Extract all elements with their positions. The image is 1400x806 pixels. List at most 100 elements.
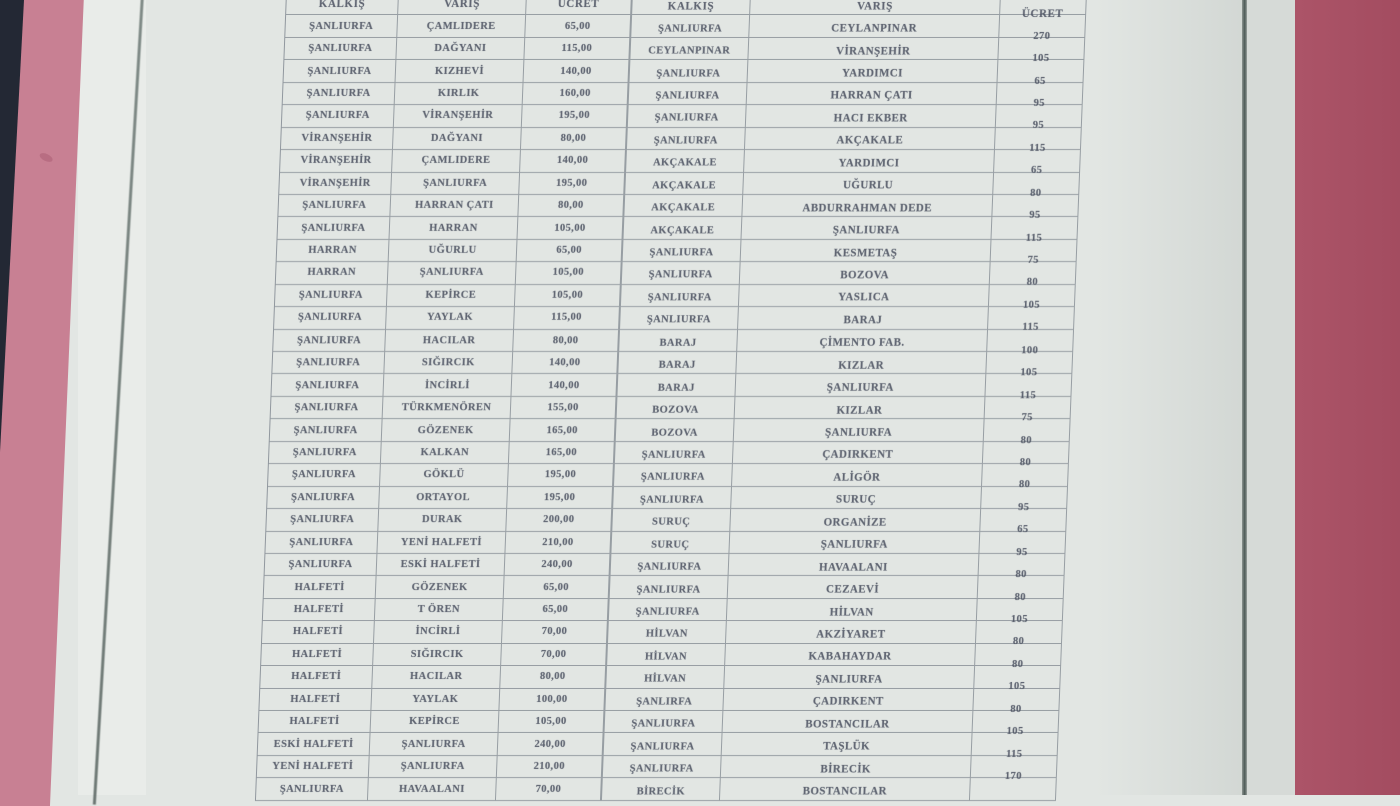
cell-departure: ŞANLIURFA bbox=[283, 60, 397, 83]
cell-departure: HALFETİ bbox=[261, 643, 374, 667]
cell-departure: ŞANLIURFA bbox=[282, 82, 396, 106]
cell-arrival: BOSTANCILAR bbox=[722, 711, 974, 734]
cell-arrival: YASLICA bbox=[738, 284, 990, 308]
cell-fare: 80,00 bbox=[513, 329, 621, 352]
cell-departure: ŞANLIURFA bbox=[628, 82, 748, 106]
cell-fare: 195,00 bbox=[521, 105, 629, 128]
cell-departure: HİLVAN bbox=[606, 666, 726, 689]
cell-departure: HARRAN bbox=[275, 262, 389, 285]
cell-arrival: YAYLAK bbox=[371, 688, 501, 711]
cell-departure: ŞANLIURFA bbox=[264, 553, 378, 577]
cell-departure: ŞANLIURFA bbox=[274, 284, 388, 308]
cell-departure: ŞANLIURFA bbox=[603, 733, 723, 756]
cell-departure: AKÇAKALE bbox=[626, 150, 745, 173]
cell-arrival: BOZOVA bbox=[739, 262, 991, 285]
cell-arrival: YARDIMCI bbox=[744, 150, 995, 173]
cell-fare: 240,00 bbox=[497, 733, 605, 756]
cell-fare: 105,00 bbox=[515, 262, 623, 285]
cell-arrival: BARAJ bbox=[738, 307, 989, 330]
cell-fare: 210,00 bbox=[505, 531, 613, 554]
cell-departure: AKÇAKALE bbox=[624, 194, 744, 218]
cell-arrival: BOSTANCILAR bbox=[719, 778, 971, 801]
cell-departure: ŞANLIURFA bbox=[613, 464, 733, 487]
cell-departure: ŞANLIURFA bbox=[268, 441, 382, 465]
cell-fare: 80,00 bbox=[518, 194, 626, 218]
cell-arrival: YAYLAK bbox=[386, 307, 515, 330]
cell-departure: ŞANLIURFA bbox=[274, 307, 387, 330]
cell-fare: 155,00 bbox=[510, 396, 618, 420]
cell-departure: BARAJ bbox=[619, 329, 739, 352]
fare-table: KALKIŞ VARIŞ ÜCRET KALKIŞ VARIŞ ÜCRET ŞA… bbox=[254, 0, 1087, 801]
cell-departure: ŞANLIURFA bbox=[622, 239, 742, 263]
cell-arrival: ŞANLIURFA bbox=[368, 755, 498, 779]
cell-arrival: DAĞYANI bbox=[392, 127, 522, 151]
cell-arrival: GÖKLÜ bbox=[379, 464, 509, 487]
column-header-arrival-right: VARIŞ bbox=[750, 0, 1001, 16]
cell-arrival: YARDIMCI bbox=[747, 60, 999, 83]
cell-arrival: İNCİRLİ bbox=[383, 374, 513, 397]
cell-fare: 80,00 bbox=[500, 666, 608, 689]
column-header-arrival-left: VARIŞ bbox=[398, 0, 527, 16]
cell-arrival: HACILAR bbox=[385, 329, 515, 352]
cell-departure: VİRANŞEHİR bbox=[280, 150, 393, 173]
cell-departure: ŞANLIURFA bbox=[627, 105, 747, 128]
cell-arrival: KEPİRCE bbox=[386, 284, 516, 308]
cell-arrival: BİRECİK bbox=[720, 755, 972, 779]
cell-departure: VİRANŞEHİR bbox=[279, 172, 393, 195]
cell-fare: 70,00 bbox=[501, 621, 609, 644]
cell-fare: 70,00 bbox=[501, 643, 608, 667]
cell-arrival: YENİ HALFETİ bbox=[377, 531, 507, 554]
cell-arrival: ESKİ HALFETİ bbox=[376, 553, 506, 577]
cell-departure: ŞANLIURFA bbox=[602, 755, 722, 779]
cell-arrival: CEYLANPINAR bbox=[749, 15, 1001, 38]
cell-fare: 115,00 bbox=[524, 37, 632, 61]
cell-departure: SURUÇ bbox=[611, 531, 731, 554]
cell-arrival: KIRLIK bbox=[394, 82, 524, 106]
cell-departure: SURUÇ bbox=[612, 509, 732, 532]
cell-departure: AKÇAKALE bbox=[623, 217, 743, 240]
cell-fare: 105,00 bbox=[498, 711, 606, 734]
cell-departure: ŞANLIURFA bbox=[273, 329, 387, 352]
cell-fare: 165,00 bbox=[509, 419, 617, 442]
cell-departure: HİLVAN bbox=[607, 643, 726, 667]
cell-departure: ŞANLIURFA bbox=[620, 284, 740, 308]
cell-arrival: HAVAALANI bbox=[728, 553, 980, 577]
cell-arrival: UĞURLU bbox=[743, 172, 995, 195]
cell-arrival: AKZİYARET bbox=[725, 621, 977, 644]
red-surface-band-right bbox=[1295, 0, 1400, 795]
cell-departure: HALFETİ bbox=[263, 576, 377, 599]
cell-arrival: VİRANŞEHİR bbox=[393, 105, 523, 128]
cell-arrival: ORGANİZE bbox=[730, 509, 982, 532]
cell-arrival: ŞANLIURFA bbox=[735, 374, 987, 397]
cell-departure: BARAJ bbox=[618, 352, 738, 375]
cell-departure: HALFETİ bbox=[260, 666, 374, 689]
cell-arrival: SIĞIRCIK bbox=[373, 643, 502, 667]
cell-arrival: ŞANLIURFA bbox=[369, 733, 499, 756]
cell-fare: 115,00 bbox=[514, 307, 621, 330]
cell-arrival: SIĞIRCIK bbox=[384, 352, 514, 375]
cell-departure: ŞANLIURFA bbox=[284, 37, 398, 61]
cell-arrival: ÇAMLIDERE bbox=[392, 150, 521, 173]
cell-departure: ŞANLIURFA bbox=[285, 15, 399, 38]
cell-fare: 65,00 bbox=[503, 576, 611, 599]
cell-departure: ŞANLIURFA bbox=[621, 262, 741, 285]
cell-fare: 65,00 bbox=[502, 598, 610, 622]
cell-arrival: TAŞLÜK bbox=[721, 733, 973, 756]
cell-arrival: ALİGÖR bbox=[731, 464, 983, 487]
cell-departure: ŞANLIURFA bbox=[604, 711, 724, 734]
cell-fare: 195,00 bbox=[507, 464, 615, 487]
cell-departure: ŞANLIURFA bbox=[277, 217, 391, 240]
column-header-fare-right: ÜCRET bbox=[1000, 0, 1087, 20]
cell-departure: HALFETİ bbox=[258, 711, 372, 734]
cell-departure: HALFETİ bbox=[259, 688, 373, 711]
cell-fare: 65,00 bbox=[525, 15, 633, 38]
column-header-departure-right: KALKIŞ bbox=[632, 0, 751, 16]
cell-departure: ŞANLIURFA bbox=[281, 105, 395, 128]
cell-arrival: ŞANLIURFA bbox=[724, 666, 976, 689]
cell-fare: 105,00 bbox=[517, 217, 625, 240]
cell-arrival: VİRANŞEHİR bbox=[748, 37, 1000, 61]
cell-fare: 160,00 bbox=[522, 82, 630, 106]
cell-fare: 140,00 bbox=[520, 150, 627, 173]
cell-arrival: DAĞYANI bbox=[396, 37, 526, 61]
cell-arrival: AKÇAKALE bbox=[744, 127, 996, 151]
